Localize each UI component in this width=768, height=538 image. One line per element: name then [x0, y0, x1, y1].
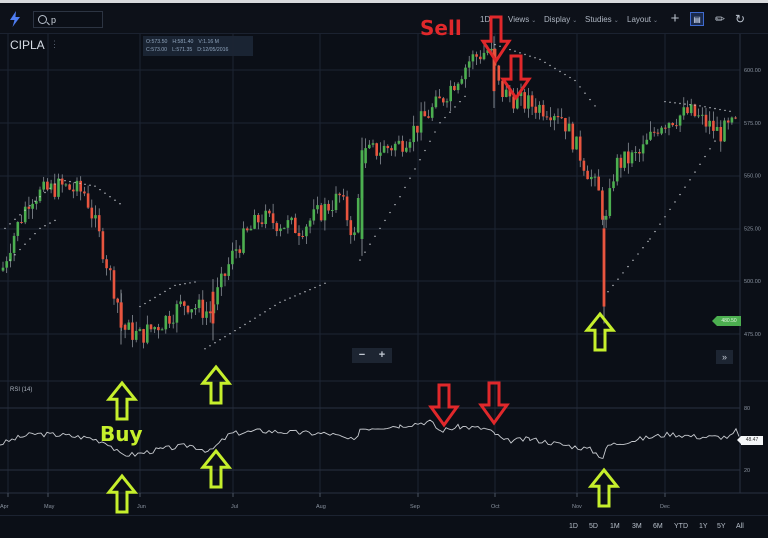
menu-layout[interactable]: Layout ⌄ [627, 15, 658, 24]
svg-text:80: 80 [744, 406, 750, 412]
buy-arrow-up-icon [199, 364, 233, 405]
ohlc-legend: O:573.50 H:581.40 V:1.16 M C:573.00 L:571.3… [143, 36, 253, 56]
ohlc-open: O:573.50 [146, 39, 168, 45]
svg-text:Jul: Jul [231, 504, 238, 510]
sell-arrow-down-icon [428, 383, 460, 428]
buy-arrow-up-icon [199, 448, 233, 489]
buy-arrow-up-icon [105, 380, 139, 421]
svg-text:20: 20 [744, 468, 750, 474]
svg-text:525.00: 525.00 [744, 226, 761, 232]
symbol-name[interactable]: CIPLA [10, 38, 45, 52]
range-1d[interactable]: 1D [569, 523, 578, 530]
range-1y[interactable]: 1Y [699, 523, 708, 530]
svg-text:Sep: Sep [410, 504, 420, 510]
chevron-down-icon: ⌄ [653, 18, 659, 24]
comment-icon[interactable]: ▤ [690, 12, 704, 26]
range-5d[interactable]: 5D [589, 523, 598, 530]
menu-display-label: Display [544, 15, 571, 24]
range-all[interactable]: All [736, 523, 744, 530]
menu-layout-label: Layout [627, 15, 652, 24]
chevron-down-icon: ⌄ [572, 18, 578, 24]
svg-text:Oct: Oct [491, 504, 500, 510]
svg-text:475.00: 475.00 [744, 332, 761, 338]
ohlc-low: L:571.35 [172, 47, 193, 53]
ohlc-date: D:12/05/2016 [197, 47, 229, 53]
sell-arrow-down-icon [480, 15, 512, 64]
ohlc-close: C:573.00 [146, 47, 168, 53]
buy-arrow-up-icon [587, 467, 621, 508]
buy-arrow-up-icon [105, 473, 139, 514]
zoom-in-button[interactable]: + [378, 349, 386, 361]
menu-studies[interactable]: Studies ⌄ [585, 15, 619, 24]
range-ytd[interactable]: YTD [674, 523, 688, 530]
range-5y[interactable]: 5Y [717, 523, 726, 530]
interval-selector[interactable]: 1D [480, 15, 491, 24]
buy-arrow-up-icon [583, 311, 617, 352]
zoom-controls: − + [352, 348, 392, 363]
sell-arrow-down-icon [478, 381, 510, 426]
search-icon [38, 15, 47, 24]
zoom-out-button[interactable]: − [358, 349, 366, 361]
chevron-down-icon: ⌄ [531, 18, 537, 24]
lightning-logo-icon[interactable] [6, 10, 24, 28]
svg-text:Nov: Nov [572, 504, 582, 510]
parabolic-sar [4, 43, 731, 350]
ohlc-volume: V:1.16 M [198, 39, 219, 45]
ohlc-high: H:581.40 [172, 39, 194, 45]
rsi-panel-title[interactable]: RSI (14) [10, 387, 33, 393]
price-chart-canvas[interactable]: 600.00 575.00 550.00 525.00 500.00 475.00 80 20… [0, 3, 768, 515]
buy-annotation-label: Buy [100, 422, 143, 446]
range-1m[interactable]: 1M [610, 523, 620, 530]
rsi-line [0, 419, 740, 459]
refresh-icon[interactable]: ↻ [734, 12, 746, 26]
last-price-badge: 480.50 [712, 316, 741, 326]
svg-text:Jun: Jun [137, 504, 146, 510]
range-6m[interactable]: 6M [653, 523, 663, 530]
chevron-down-icon: ⌄ [613, 18, 619, 24]
more-options-icon[interactable]: ⋮ [50, 39, 59, 49]
svg-text:Dec: Dec [660, 504, 670, 510]
svg-text:500.00: 500.00 [744, 279, 761, 285]
menu-studies-label: Studies [585, 15, 612, 24]
range-3m[interactable]: 3M [632, 523, 642, 530]
svg-text:600.00: 600.00 [744, 68, 761, 74]
range-selector-bar: 1D 5D 1M 3M 6M YTD 1Y 5Y All [0, 515, 768, 538]
plus-icon[interactable]: + [670, 10, 680, 27]
pencil-icon[interactable]: ✏ [714, 12, 726, 26]
rsi-value-badge: 48.47 [737, 436, 763, 445]
sell-annotation-label: Sell [420, 16, 462, 40]
candles [1, 36, 737, 349]
scroll-to-latest-button[interactable]: » [716, 350, 733, 364]
menu-views[interactable]: Views ⌄ [508, 15, 536, 24]
symbol-search-box[interactable] [33, 11, 103, 28]
svg-text:575.00: 575.00 [744, 121, 761, 127]
svg-text:Aug: Aug [316, 504, 326, 510]
svg-text:May: May [44, 504, 55, 510]
svg-text:550.00: 550.00 [744, 174, 761, 180]
top-toolbar: 1D Views⌄ Display⌄ Studies⌄ Layout⌄ + ▤ … [0, 6, 768, 34]
sell-arrow-down-icon [500, 54, 532, 101]
svg-text:Apr: Apr [0, 504, 9, 510]
menu-views-label: Views [508, 15, 530, 24]
menu-display[interactable]: Display ⌄ [544, 15, 577, 24]
search-input[interactable] [51, 13, 101, 26]
